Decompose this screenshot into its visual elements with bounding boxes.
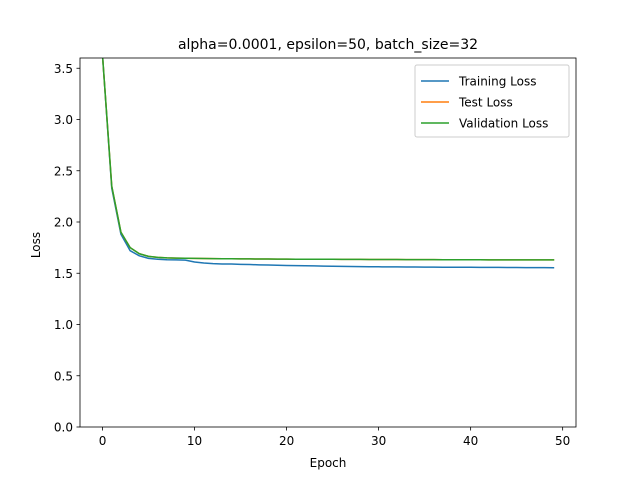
legend-label-2: Validation Loss bbox=[459, 117, 548, 131]
legend-label-1: Test Loss bbox=[458, 96, 513, 110]
y-tick-label-5: 2.5 bbox=[54, 164, 73, 178]
y-tick-label-3: 1.5 bbox=[54, 267, 73, 281]
y-tick-label-0: 0.0 bbox=[54, 421, 73, 435]
x-tick-label-3: 30 bbox=[371, 434, 386, 448]
x-tick-label-4: 40 bbox=[463, 434, 478, 448]
series-line-0 bbox=[101, 58, 555, 269]
x-tick-label-1: 10 bbox=[187, 434, 202, 448]
series-line-2 bbox=[101, 58, 555, 261]
legend: Training Loss Test Loss Validation Loss bbox=[414, 64, 570, 138]
plot-frame bbox=[79, 57, 577, 428]
legend-box bbox=[414, 64, 570, 138]
y-tick-label-1: 0.5 bbox=[54, 369, 73, 383]
series-lines bbox=[101, 58, 555, 269]
y-tick-label-7: 3.5 bbox=[54, 62, 73, 76]
legend-label-0: Training Loss bbox=[458, 75, 536, 89]
x-tick-label-5: 50 bbox=[555, 434, 570, 448]
y-tick-label-4: 2.0 bbox=[54, 216, 73, 230]
y-tick-label-2: 1.0 bbox=[54, 318, 73, 332]
chart-title: alpha=0.0001, epsilon=50, batch_size=32 bbox=[178, 37, 478, 53]
y-axis-title: Loss bbox=[29, 232, 43, 258]
y-tick-label-6: 3.0 bbox=[54, 113, 73, 127]
x-tick-label-2: 20 bbox=[279, 434, 294, 448]
x-axis-title: Epoch bbox=[310, 456, 347, 470]
x-tick-label-0: 0 bbox=[99, 434, 107, 448]
